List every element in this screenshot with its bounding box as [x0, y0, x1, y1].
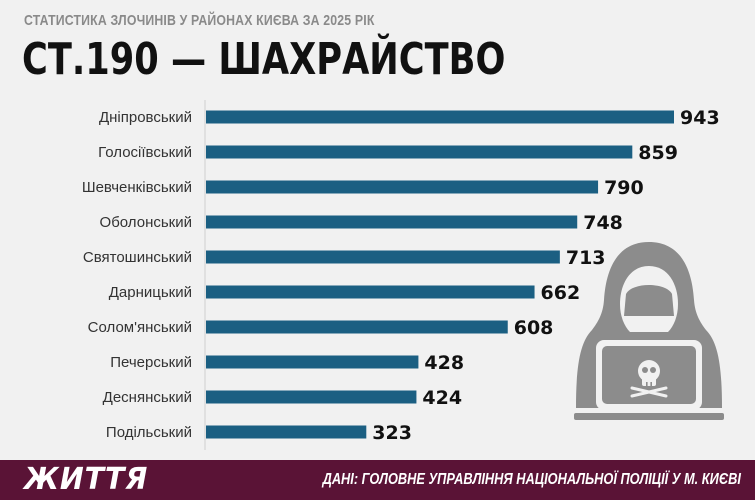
bar	[206, 215, 578, 229]
value-label: 323	[372, 422, 412, 444]
bars-layer: Дніпровський 943 Голосіївський 859 Шевченків…	[82, 107, 720, 444]
bar	[206, 320, 508, 334]
value-label: 859	[638, 142, 678, 164]
skull-icon	[630, 360, 668, 398]
value-label: 662	[541, 282, 581, 304]
hooded-hacker-icon	[570, 242, 728, 422]
value-label: 713	[566, 247, 606, 269]
bar	[206, 250, 560, 264]
category-label: Дніпровський	[99, 109, 192, 126]
category-label: Голосіївський	[98, 144, 192, 161]
footer-bar: ЖИТТЯ ДАНІ: ГОЛОВНЕ УПРАВЛІННЯ НАЦІОНАЛЬ…	[0, 460, 755, 500]
data-source: ДАНІ: ГОЛОВНЕ УПРАВЛІННЯ НАЦІОНАЛЬНОЇ ПО…	[322, 471, 741, 488]
bar	[206, 145, 633, 159]
bar	[206, 425, 367, 439]
category-label: Дарницький	[109, 284, 192, 301]
value-label: 424	[422, 387, 462, 409]
bar	[206, 355, 419, 369]
bar	[206, 285, 535, 299]
brand-logo: ЖИТТЯ	[24, 462, 149, 497]
chart-subtitle: СТАТИСТИКА ЗЛОЧИНІВ У РАЙОНАХ КИЄВА ЗА 2…	[24, 12, 375, 29]
category-label: Печерський	[110, 354, 192, 371]
bar	[206, 110, 674, 124]
value-label: 943	[680, 107, 720, 129]
category-label: Подільський	[106, 424, 192, 441]
category-label: Святошинський	[83, 249, 192, 266]
value-label: 428	[424, 352, 464, 374]
bar	[206, 180, 599, 194]
category-label: Деснянський	[103, 389, 192, 406]
value-label: 790	[604, 177, 644, 199]
category-label: Оболонський	[100, 214, 192, 231]
value-label: 608	[514, 317, 554, 339]
category-label: Солом'янський	[88, 319, 192, 336]
category-label: Шевченківський	[82, 179, 192, 196]
value-label: 748	[583, 212, 623, 234]
bar	[206, 390, 417, 404]
chart-title: СТ.190 — ШАХРАЙСТВО	[22, 34, 506, 85]
